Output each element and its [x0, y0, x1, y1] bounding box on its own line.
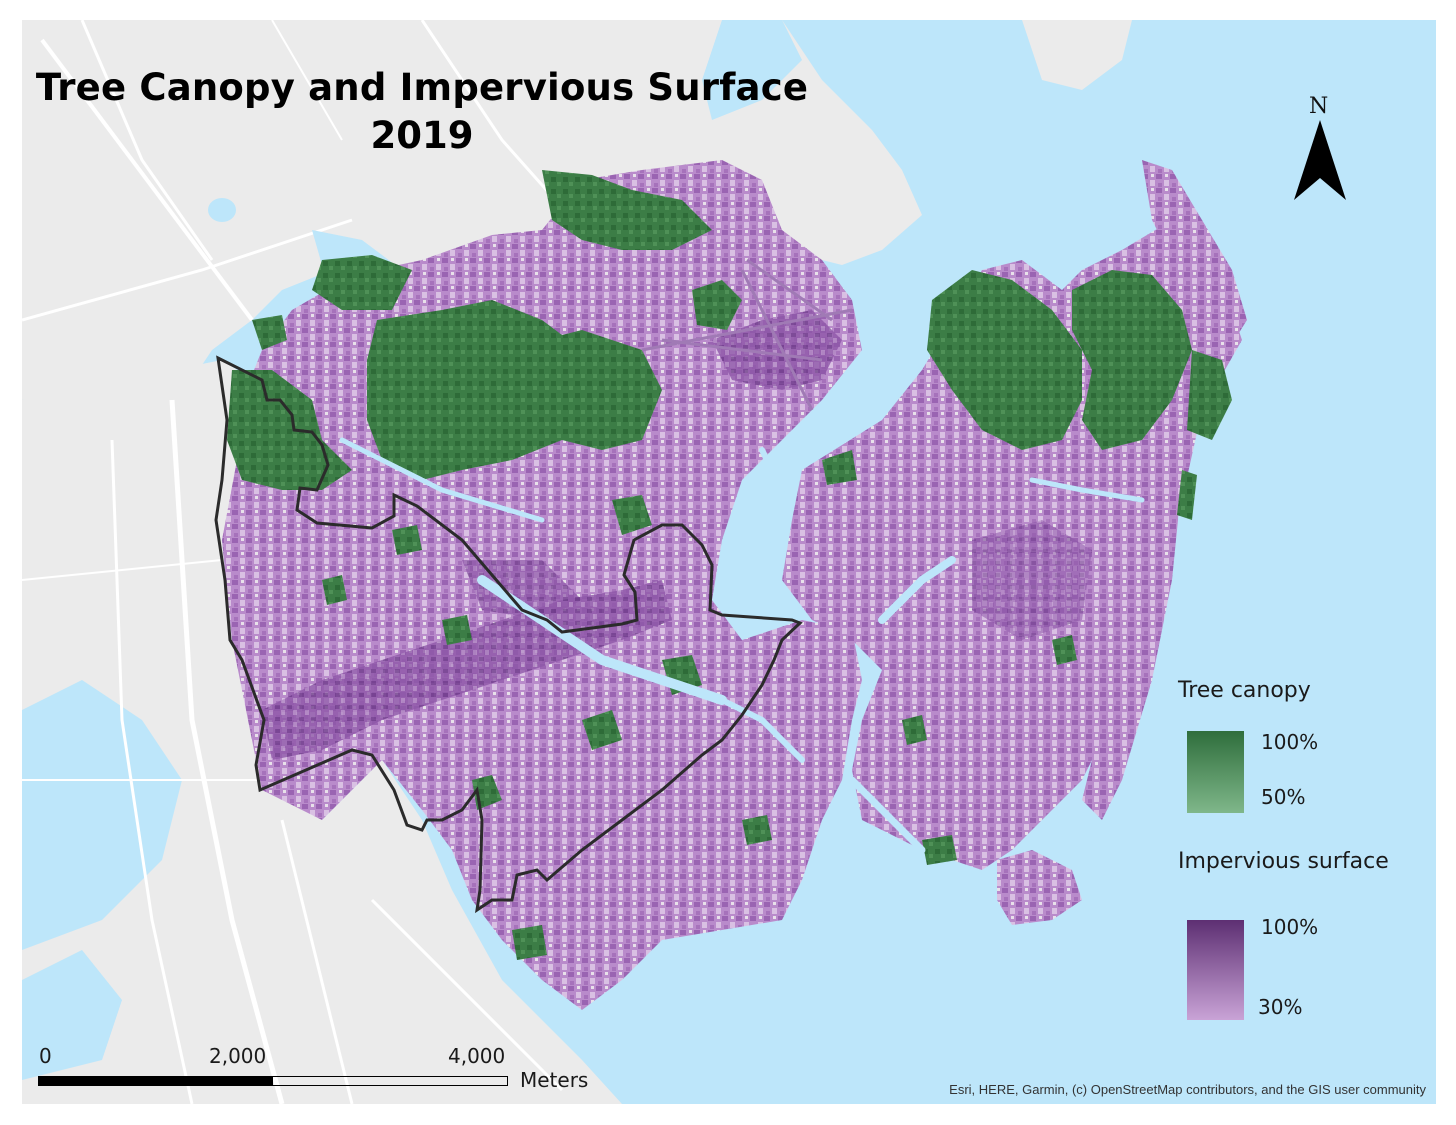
study-area-boundary	[214, 355, 803, 914]
airport-runways	[641, 258, 853, 411]
scale-label-0: 0	[39, 1044, 52, 1068]
legend-tree-canopy-min: 50%	[1261, 785, 1306, 809]
legend-tree-canopy-title: Tree canopy	[1178, 678, 1311, 703]
scale-unit: Meters	[520, 1068, 589, 1092]
legend-tree-canopy-swatch	[1187, 731, 1244, 813]
legend-impervious-swatch	[1187, 920, 1244, 1020]
tree-canopy-layer	[227, 170, 1232, 960]
creeks	[339, 437, 1145, 854]
legend-tree-canopy-max: 100%	[1261, 730, 1319, 754]
basemap-roads	[22, 20, 584, 1104]
map-frame[interactable]	[22, 20, 1436, 1104]
map-title: Tree Canopy and Impervious Surface	[35, 66, 809, 109]
map-canvas[interactable]	[22, 20, 1436, 1104]
map-attribution[interactable]: Esri, HERE, Garmin, (c) OpenStreetMap co…	[949, 1082, 1426, 1097]
legend-impervious-min: 30%	[1258, 995, 1303, 1019]
basemap-land	[22, 20, 1132, 1104]
legend-impervious-max: 100%	[1261, 915, 1319, 939]
scale-label-2000: 2,000	[209, 1044, 267, 1068]
scale-bar	[38, 1076, 508, 1086]
legend-impervious-title: Impervious surface	[1178, 849, 1389, 874]
scale-bar-fill	[39, 1077, 273, 1085]
map-subtitle-year: 2019	[370, 114, 474, 157]
north-label: N	[1309, 94, 1329, 119]
scale-label-4000: 4,000	[448, 1044, 506, 1068]
north-arrow-icon	[1294, 120, 1346, 200]
